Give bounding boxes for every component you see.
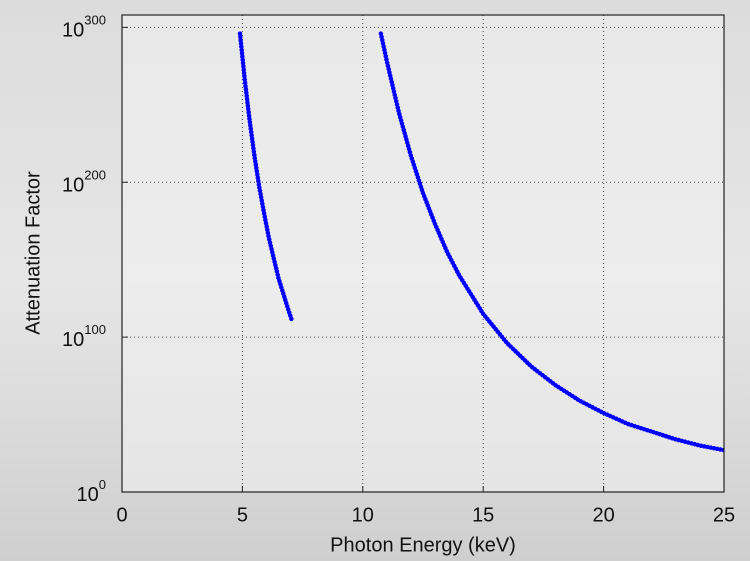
x-tick-label: 20 <box>592 504 614 526</box>
y-axis-label: Attenuation Factor <box>22 171 44 335</box>
x-tick-label: 25 <box>713 504 735 526</box>
x-tick-label: 15 <box>472 504 494 526</box>
x-axis-label: Photon Energy (keV) <box>330 534 516 556</box>
x-tick-label: 5 <box>237 504 248 526</box>
x-tick-label: 10 <box>352 504 374 526</box>
data-curve <box>378 31 724 453</box>
y-tick-label: 10300 <box>62 13 106 42</box>
axes-box <box>121 14 725 493</box>
y-tick-label: 10200 <box>62 168 106 197</box>
y-tick-label: 10100 <box>62 323 106 352</box>
data-curve <box>237 31 295 323</box>
x-tick-label: 0 <box>116 504 127 526</box>
y-tick-label: 100 <box>77 477 106 506</box>
plot-area <box>122 15 724 492</box>
